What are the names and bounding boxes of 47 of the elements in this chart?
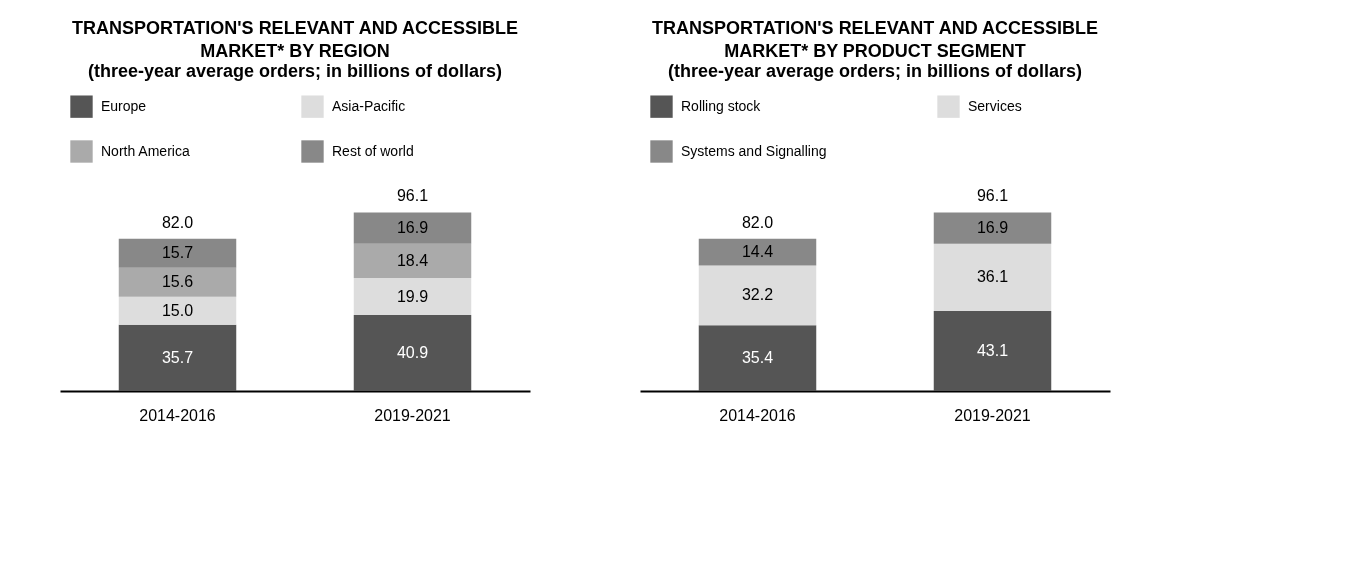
- legend-label: Rolling stock: [681, 97, 762, 114]
- bar: [353, 212, 472, 244]
- total-label: 82.0: [161, 213, 194, 231]
- legend-label: Rest of world: [332, 142, 414, 159]
- legend-label: North America: [101, 142, 190, 159]
- total-label: 82.0: [741, 213, 774, 231]
- total-label: 96.1: [396, 187, 429, 205]
- bar: [698, 265, 817, 326]
- bar: [353, 243, 472, 279]
- data-label: 18.4: [396, 251, 429, 269]
- bar: [118, 267, 237, 297]
- bar: [118, 296, 237, 325]
- bar: [933, 212, 1052, 244]
- chart-title: TRANSPORTATION'S RELEVANT AND ACCESSIBLE MARKET* BY REGION: [72, 18, 518, 61]
- data-label: 32.2: [741, 286, 774, 304]
- data-label: 14.4: [741, 243, 774, 261]
- x-tick-label: 2019-2021: [374, 406, 451, 424]
- total-label: 96.1: [976, 187, 1009, 205]
- bar: [933, 310, 1052, 391]
- legend-label: Europe: [101, 97, 147, 114]
- data-label: 15.7: [161, 244, 194, 262]
- x-tick-label: 2014-2016: [139, 406, 216, 424]
- data-label: 36.1: [976, 268, 1009, 286]
- bar: [933, 243, 1052, 311]
- chart-title: TRANSPORTATION'S RELEVANT AND ACCESSIBLE MARKET* BY PRODUCT SEGMENT: [652, 18, 1098, 61]
- data-label: 43.1: [976, 341, 1009, 359]
- data-label: 15.6: [161, 273, 194, 291]
- legend-label: Asia-Pacific: [332, 97, 406, 114]
- data-label: 16.9: [976, 219, 1009, 237]
- data-label: 35.7: [161, 348, 194, 366]
- data-label: 35.4: [741, 349, 774, 367]
- data-label: 19.9: [396, 287, 429, 305]
- data-label: 15.0: [161, 301, 194, 319]
- bar: [698, 238, 817, 266]
- bar: [118, 324, 237, 391]
- bar: [353, 315, 472, 391]
- data-label: 40.9: [396, 344, 429, 361]
- chart-subtitle: (three-year average orders; in billions of dollars): [87, 61, 503, 81]
- bar: [353, 278, 472, 315]
- legend-label: Services: [968, 97, 1022, 114]
- data-label: 16.9: [396, 219, 429, 237]
- x-tick-label: 2014-2016: [719, 406, 796, 424]
- bar: [698, 325, 817, 391]
- chart-subtitle: (three-year average orders; in billions of dollars): [667, 61, 1083, 81]
- legend-label: Systems and Signalling: [681, 142, 827, 159]
- x-tick-label: 2019-2021: [954, 406, 1031, 424]
- bar: [118, 238, 237, 268]
